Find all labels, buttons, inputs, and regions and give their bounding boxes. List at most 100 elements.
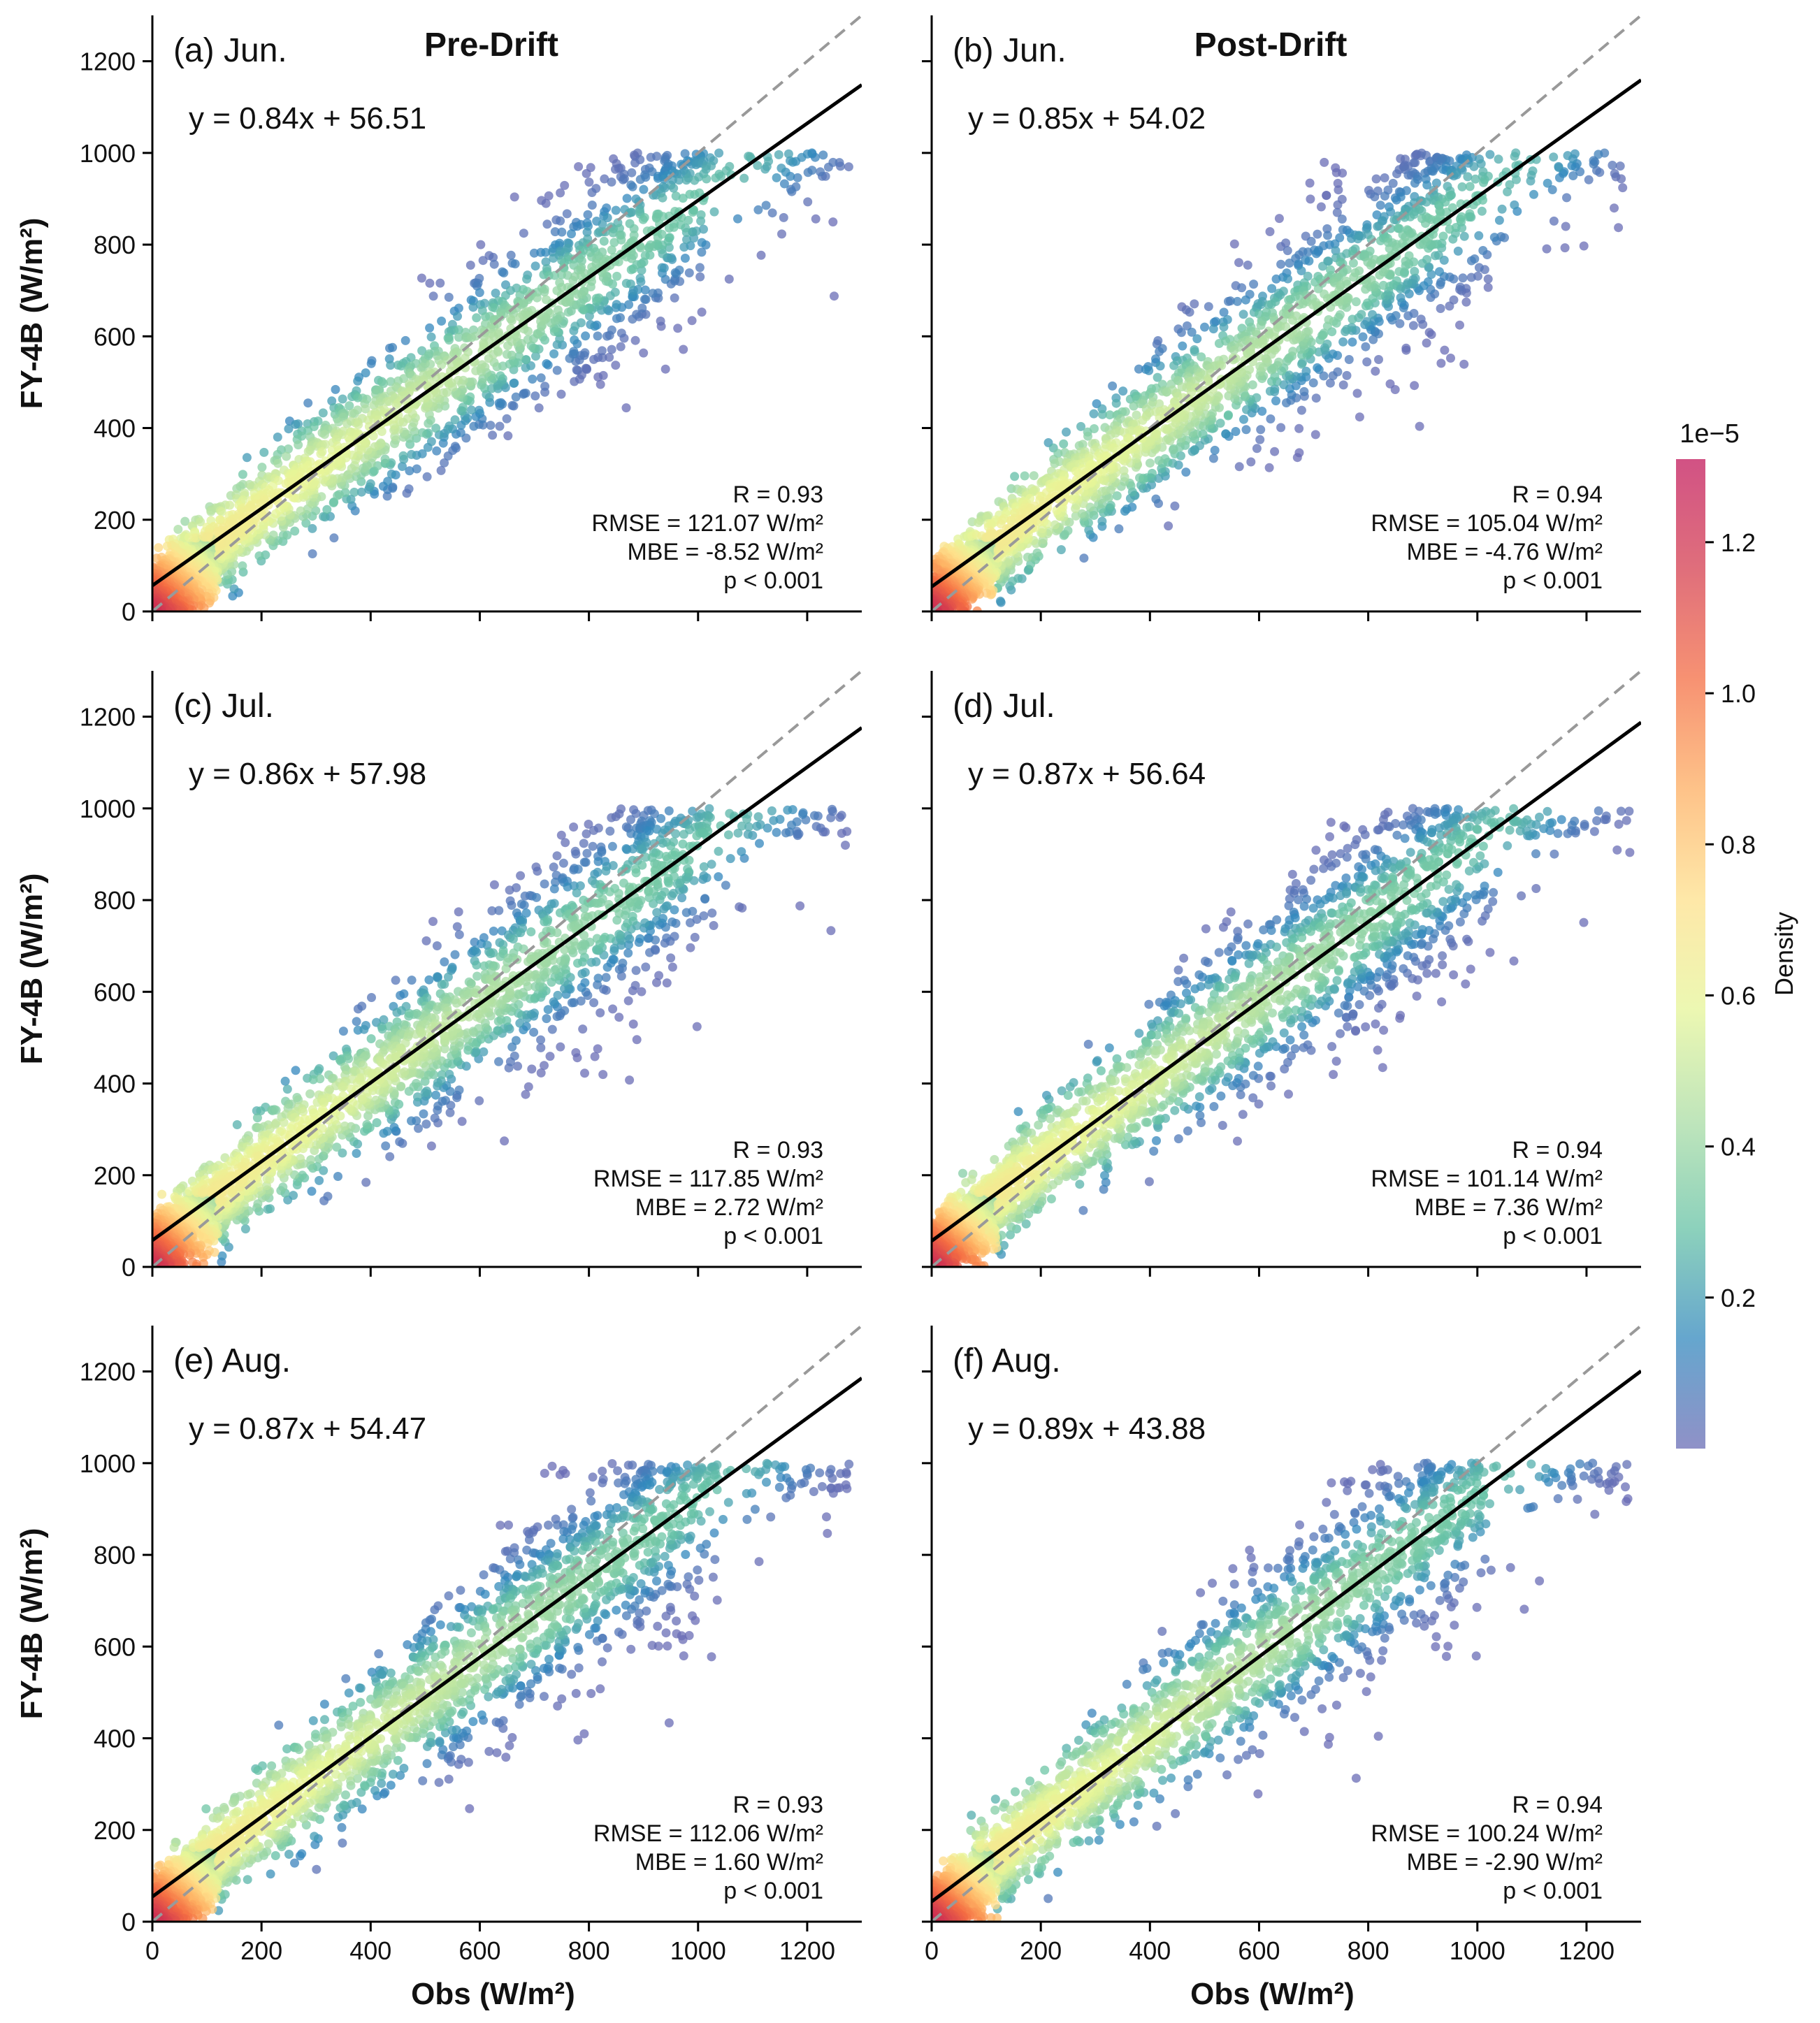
scatter-point — [1561, 222, 1570, 231]
scatter-point — [1589, 156, 1598, 166]
scatter-point — [1062, 427, 1071, 437]
scatter-point — [640, 285, 650, 295]
scatter-point — [1483, 274, 1493, 284]
scatter-point — [1185, 307, 1194, 317]
scatter-point — [322, 505, 332, 514]
scatter-point — [1059, 439, 1069, 449]
scatter-point — [816, 167, 825, 177]
scatter-point — [583, 210, 593, 219]
scatter-point — [1579, 241, 1589, 251]
scatter-point — [1428, 166, 1438, 176]
scatter-point — [612, 314, 621, 324]
scatter-point — [521, 363, 530, 372]
scatter-point — [528, 375, 537, 384]
scatter-point — [320, 430, 329, 440]
scatter-point — [1255, 361, 1265, 371]
scatter-point — [724, 274, 734, 284]
scatter-point — [1120, 407, 1130, 416]
scatter-point — [1221, 429, 1231, 439]
scatter-point — [554, 305, 563, 315]
scatter-point — [542, 359, 551, 368]
scatter-point — [1204, 302, 1213, 312]
scatter-point — [624, 300, 634, 310]
scatter-point — [425, 323, 435, 333]
scatter-point — [595, 379, 605, 389]
scatter-point — [793, 173, 802, 182]
scatter-point — [640, 294, 649, 304]
scatter-point — [1374, 221, 1384, 231]
scatter-point — [1333, 367, 1343, 377]
scatter-point — [284, 424, 294, 434]
scatter-point — [532, 293, 542, 303]
scatter-point — [679, 242, 689, 252]
scatter-point — [1187, 327, 1197, 337]
scatter-point — [680, 149, 690, 159]
scatter-point — [1079, 553, 1089, 563]
scatter-point — [1440, 345, 1450, 355]
scatter-point — [1333, 200, 1343, 210]
scatter-point — [1297, 266, 1306, 275]
scatter-point — [699, 224, 708, 234]
scatter-point — [522, 274, 532, 284]
scatter-point — [229, 584, 239, 594]
scatter-point — [479, 298, 489, 308]
scatter-point — [560, 180, 570, 190]
scatter-point — [627, 208, 637, 217]
scatter-point — [711, 173, 721, 183]
scatter-point — [1322, 191, 1331, 201]
scatter-point — [1370, 192, 1380, 202]
scatter-point — [844, 162, 853, 172]
scatter-point — [1306, 194, 1315, 204]
scatter-point — [1610, 203, 1619, 213]
scatter-point — [1118, 386, 1128, 396]
scatter-point — [641, 173, 651, 182]
scatter-point — [388, 342, 398, 352]
scatter-point — [982, 588, 992, 598]
scatter-point — [657, 263, 667, 273]
scatter-point — [499, 268, 509, 277]
scatter-point — [632, 310, 642, 319]
scatter-point — [652, 152, 662, 161]
scatter-point — [1322, 224, 1332, 233]
scatter-point — [1594, 150, 1603, 159]
fit-line — [152, 83, 862, 587]
scatter-point — [1325, 378, 1335, 388]
scatter-point — [1242, 405, 1251, 414]
scatter-point — [536, 373, 546, 383]
scatter-point — [1274, 357, 1283, 367]
scatter-point — [1554, 161, 1563, 171]
scatter-point — [349, 487, 359, 497]
scatter-point — [398, 462, 407, 471]
scatter-point — [1455, 320, 1464, 330]
scatter-point — [426, 359, 435, 369]
scatter-point — [567, 229, 576, 239]
scatter-point — [569, 347, 579, 356]
scatter-points — [152, 148, 853, 611]
scatter-point — [629, 224, 639, 233]
scatter-point — [640, 251, 650, 261]
scatter-point — [674, 175, 684, 185]
scatter-point — [1372, 210, 1382, 219]
scatter-point — [273, 458, 283, 468]
scatter-point — [1204, 377, 1213, 387]
scatter-point — [1353, 234, 1363, 244]
scatter-point — [986, 532, 995, 542]
scatter-point — [444, 292, 454, 302]
scatter-point — [1426, 284, 1436, 294]
scatter-point — [1210, 445, 1220, 455]
scatter-point — [556, 389, 566, 399]
scatter-point — [259, 447, 269, 457]
scatter-point — [1469, 161, 1479, 171]
scatter-point — [1132, 410, 1141, 420]
scatter-point — [786, 156, 795, 166]
scatter-point — [1122, 505, 1132, 514]
y-tick-label: 1200 — [80, 48, 136, 76]
scatter-point — [1219, 307, 1229, 317]
scatter-point — [607, 325, 616, 335]
scatter-point — [1105, 410, 1115, 420]
scatter-point — [1406, 212, 1415, 222]
scatter-point — [1567, 161, 1577, 171]
scatter-point — [386, 361, 396, 370]
scatter-point — [1338, 337, 1348, 347]
scatter-point — [491, 289, 500, 298]
